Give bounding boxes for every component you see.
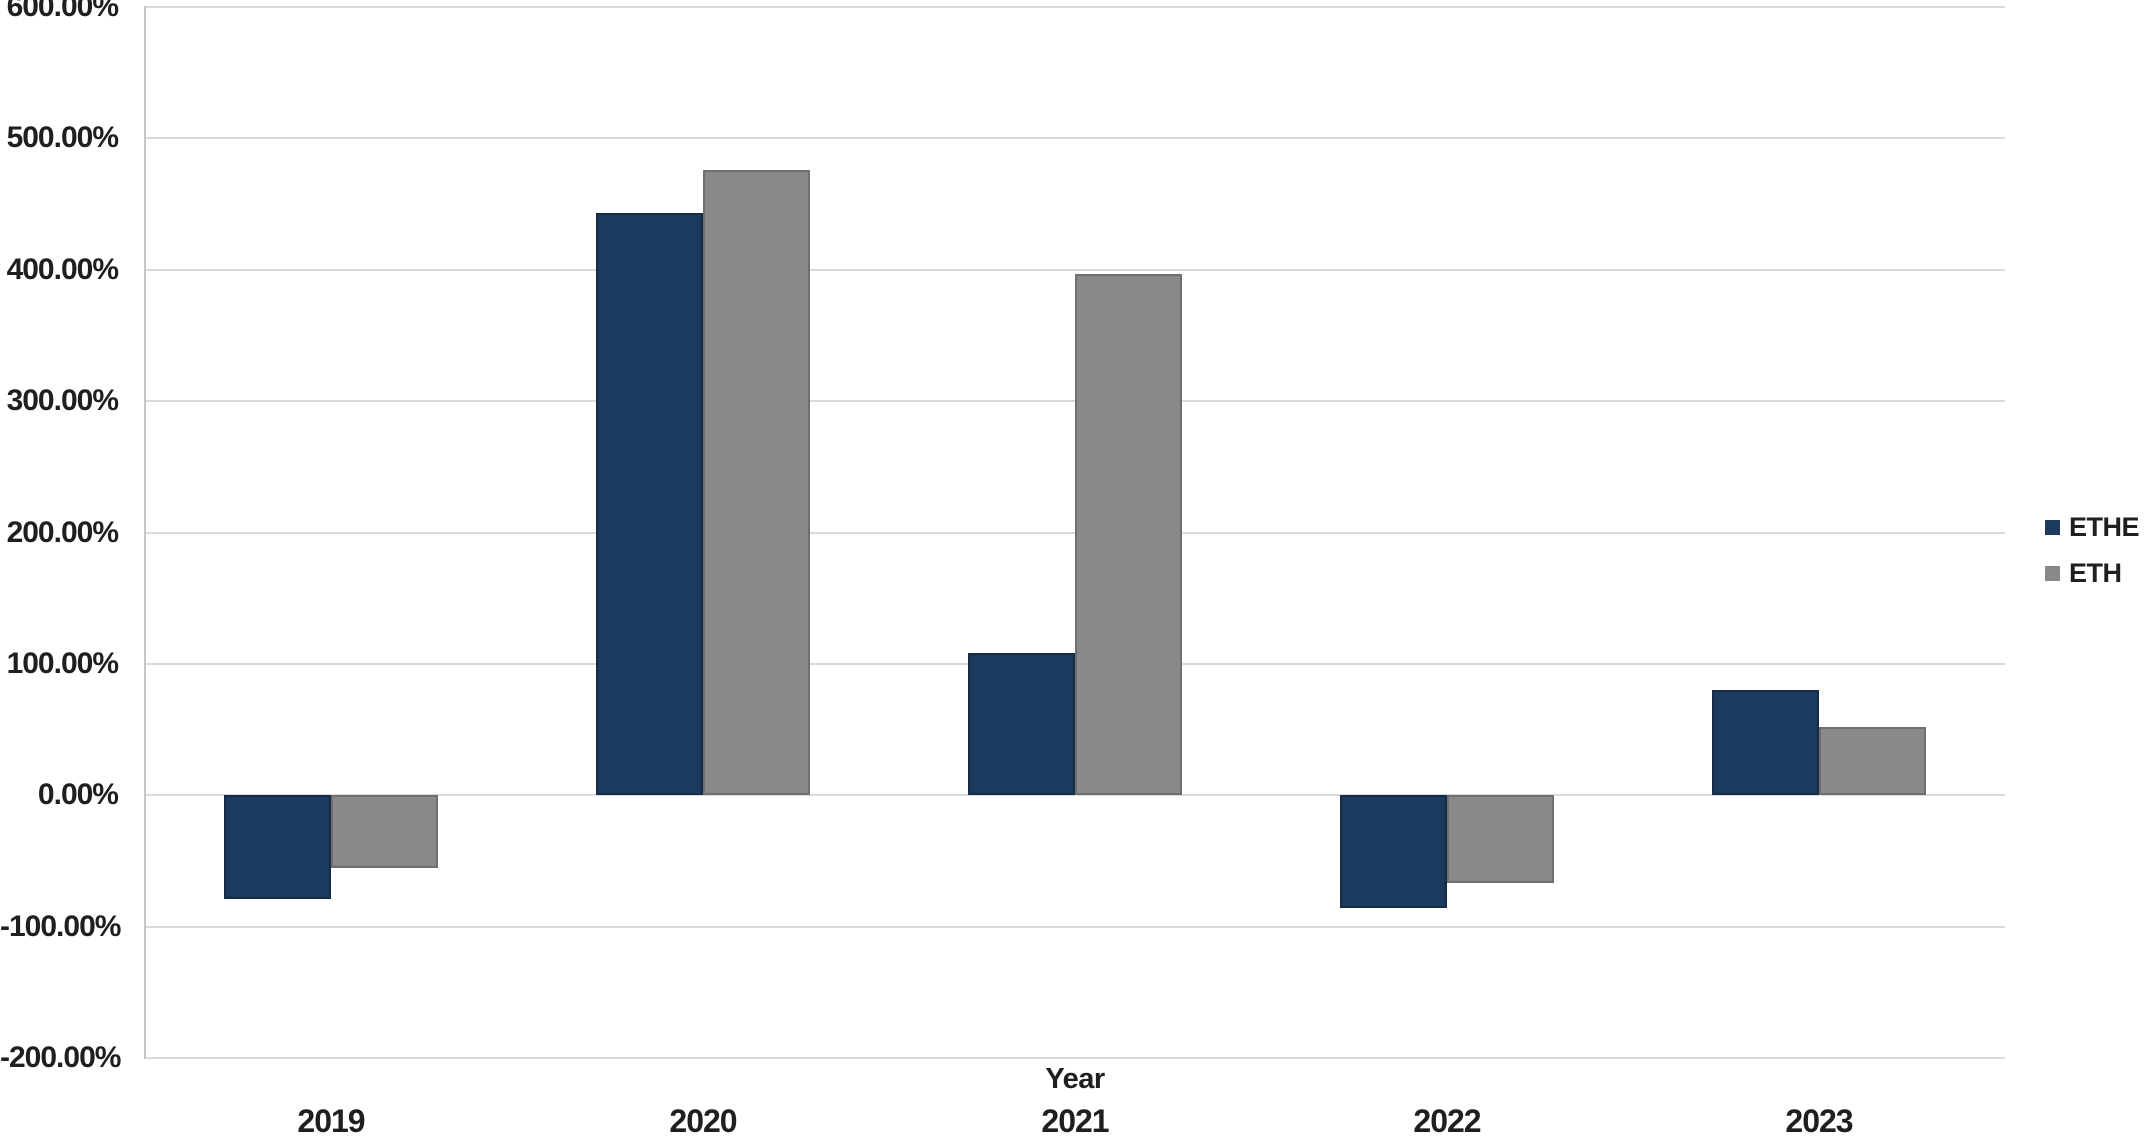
gridline: [145, 6, 2005, 8]
x-tick-label: 2023: [1785, 1103, 1853, 1139]
gridline: [145, 1057, 2005, 1059]
y-axis-line: [144, 6, 146, 1059]
y-tick-label: 300.00%: [6, 384, 119, 418]
y-tick-label: 400.00%: [6, 252, 119, 286]
legend-label-ethe: ETHE: [2069, 512, 2140, 542]
y-tick-label: -200.00%: [0, 1041, 121, 1074]
x-tick-label: 2019: [297, 1103, 365, 1139]
y-tick-label: 200.00%: [6, 515, 119, 549]
legend-item-eth: ETH: [2045, 558, 2139, 588]
bar-eth-2022: [1447, 795, 1554, 884]
y-tick-label: 0.00%: [37, 778, 119, 812]
y-tick-label: 100.00%: [6, 646, 119, 680]
bar-ethe-2019: [224, 795, 331, 900]
y-tick-label: 500.00%: [6, 121, 119, 155]
y-tick-label: 600.00%: [6, 0, 119, 23]
bar-ethe-2022: [1340, 795, 1447, 909]
y-tick-label: -100.00%: [0, 909, 121, 943]
bar-eth-2019: [331, 795, 438, 868]
x-tick-label: 2022: [1413, 1103, 1481, 1139]
legend-item-ethe: ETHE: [2045, 512, 2140, 542]
bar-ethe-2020: [596, 213, 703, 796]
x-tick-label: 2021: [1041, 1103, 1109, 1139]
legend-label-eth: ETH: [2069, 558, 2122, 588]
x-axis-title: Year: [1045, 1063, 1105, 1095]
bar-ethe-2021: [968, 653, 1075, 796]
bar-eth-2020: [703, 169, 810, 796]
bar-eth-2023: [1819, 726, 1926, 796]
gridline: [145, 268, 2005, 271]
gridline: [145, 925, 2005, 928]
legend-swatch-ethe: [2045, 519, 2060, 535]
legend-swatch-eth: [2045, 565, 2060, 581]
bar-ethe-2023: [1712, 690, 1819, 796]
legend: ETHE ETH: [2045, 512, 2140, 604]
x-tick-label: 2020: [669, 1103, 737, 1139]
gridline: [145, 137, 2005, 140]
bar-eth-2021: [1075, 273, 1182, 796]
gridline: [145, 794, 2005, 797]
